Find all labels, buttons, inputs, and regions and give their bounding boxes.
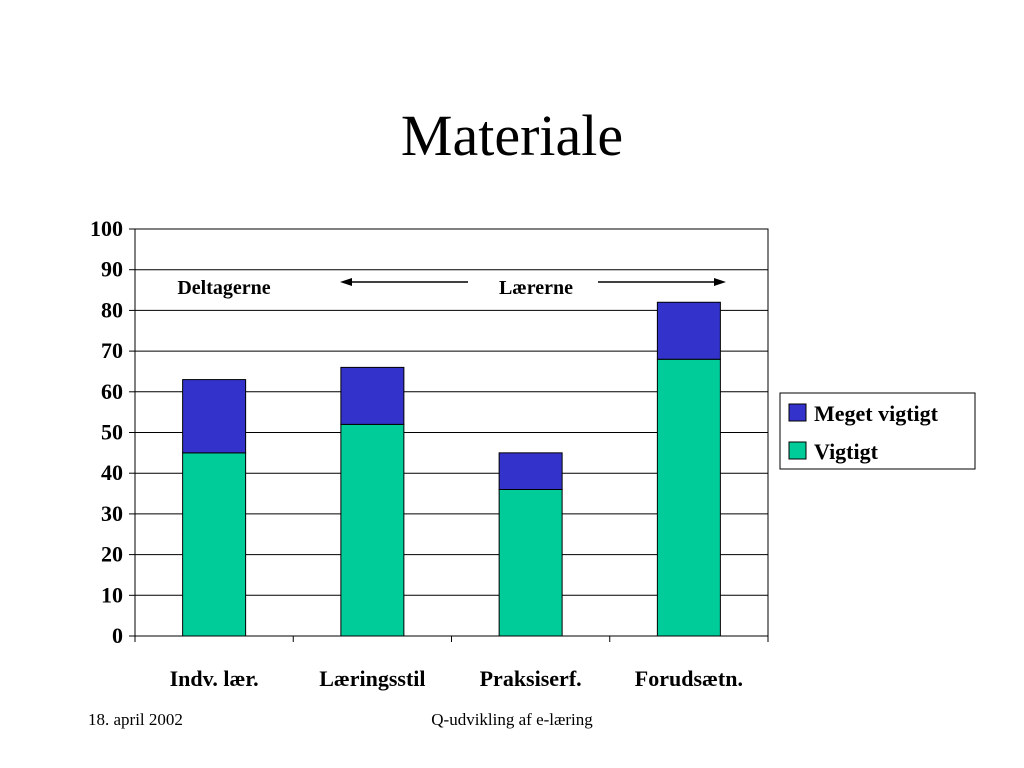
legend-box [779,392,976,470]
slide-title: Materiale [400,103,624,168]
annotation: Deltagerne Lærerne [177,277,726,299]
y-axis: 0 10 20 30 40 50 60 70 80 90 100 [90,216,136,648]
y-tick-label: 20 [101,542,123,567]
x-tick-label: Praksiserf. [480,666,582,691]
footer-title: Q-udvikling af e-læring [431,710,593,729]
y-tick-label: 90 [101,257,123,282]
bar-vigtigt [498,488,563,637]
y-tick-label: 50 [101,420,123,445]
y-tick-label: 60 [101,379,123,404]
y-tick-label: 10 [101,582,123,607]
x-tick-label: Læringsstil [319,666,425,691]
bar-vigtigt [340,423,405,637]
y-tick-label: 100 [90,216,123,241]
legend: Meget vigtigt Vigtigt [779,392,976,470]
x-axis: Indv. lær. Læringsstil Praksiserf. Forudsæt… [134,636,769,691]
annotation-right-label: Lærerne [499,277,573,299]
bar-meget-vigtigt [340,366,405,425]
footer-date: 18. april 2002 [88,710,183,729]
y-tick-label: 0 [112,623,123,648]
bar-vigtigt [182,452,247,637]
y-tick-label: 70 [101,338,123,363]
bars [182,301,721,637]
bar-meget-vigtigt [182,379,247,454]
legend-label: Vigtigt [814,439,879,464]
legend-swatch [788,441,807,460]
arrow-left-head [340,278,352,286]
y-tick-label: 30 [101,501,123,526]
annotation-left-label: Deltagerne [177,277,270,299]
arrow-right-head [714,278,726,286]
x-tick-label: Forudsætn. [635,666,743,691]
bar-meget-vigtigt [656,301,721,360]
bar-vigtigt [656,358,721,637]
stacked-bar-chart: 0 10 20 30 40 50 60 70 80 90 100 Indv. lær. Lærings… [90,216,976,691]
y-tick-label: 80 [101,297,123,322]
y-tick-label: 40 [101,460,123,485]
legend-label: Meget vigtigt [814,401,939,426]
legend-swatch [788,403,807,422]
bar-meget-vigtigt [498,452,563,490]
x-tick-label: Indv. lær. [170,666,259,691]
